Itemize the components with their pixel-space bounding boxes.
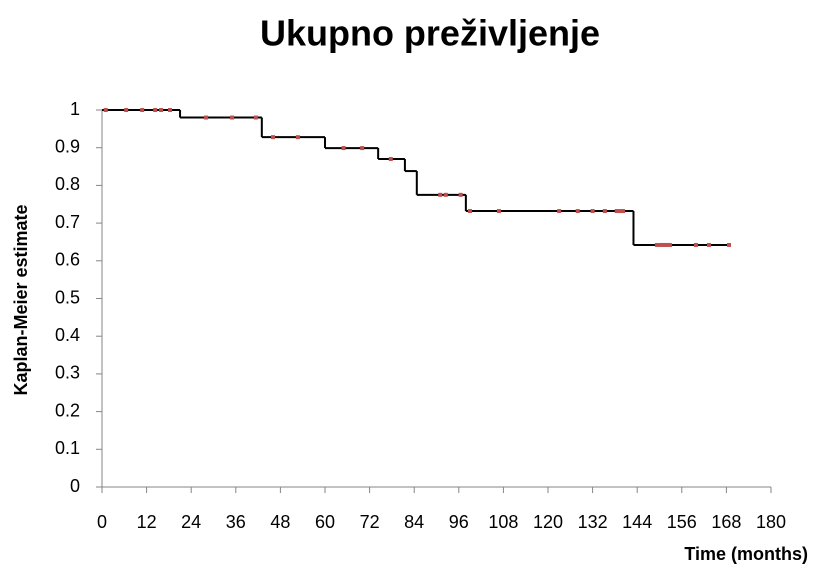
censored-mark: [388, 157, 393, 162]
censored-mark: [159, 108, 164, 112]
censored-mark: [360, 146, 365, 151]
censored-mark: [661, 242, 666, 247]
x-tick-label: 60: [315, 512, 335, 532]
y-tick-label: 1: [70, 99, 80, 119]
censored-mark: [153, 108, 158, 112]
x-tick-label: 120: [533, 512, 563, 532]
censored-mark: [621, 209, 626, 214]
y-tick-label: 0.3: [55, 363, 80, 383]
censored-mark: [727, 242, 732, 247]
y-tick-label: 0.4: [55, 325, 80, 345]
censored-mark: [706, 242, 711, 247]
censored-mark: [341, 146, 346, 151]
y-tick-label: 0: [70, 476, 80, 496]
x-tick-label: 0: [97, 512, 107, 532]
x-tick-label: 96: [449, 512, 469, 532]
censored-mark: [654, 242, 659, 247]
censored-mark: [602, 209, 607, 214]
x-tick-label: 108: [488, 512, 518, 532]
censored-mark: [664, 242, 669, 247]
y-tick-label: 0.7: [55, 212, 80, 232]
x-tick-label: 132: [578, 512, 608, 532]
censored-mark: [140, 108, 145, 112]
censored-mark: [557, 209, 562, 214]
x-tick-label: 24: [181, 512, 201, 532]
censored-mark: [438, 192, 443, 197]
censored-mark: [204, 115, 209, 120]
x-tick-label: 180: [756, 512, 786, 532]
censored-mark: [467, 209, 472, 214]
censored-mark: [618, 209, 623, 214]
x-axis-title: Time (months): [684, 544, 808, 564]
x-tick-label: 48: [270, 512, 290, 532]
y-tick-label: 0.9: [55, 136, 80, 156]
censored-mark: [496, 209, 501, 214]
x-tick-label: 168: [711, 512, 741, 532]
censored-mark: [614, 209, 619, 214]
y-tick-label: 0.5: [55, 287, 80, 307]
x-tick-label: 36: [226, 512, 246, 532]
censored-mark: [253, 115, 258, 120]
censored-mark: [295, 135, 300, 140]
y-tick-label: 0.6: [55, 250, 80, 270]
x-tick-label: 144: [622, 512, 652, 532]
censored-mark: [458, 192, 463, 197]
y-axis-title: Kaplan-Meier estimate: [11, 204, 31, 395]
censored-mark: [658, 242, 663, 247]
censored-mark: [168, 108, 173, 112]
censored-mark: [443, 192, 448, 197]
censored-mark: [667, 242, 672, 247]
censored-mark: [590, 209, 595, 214]
censored-mark: [270, 135, 275, 140]
y-tick-label: 0.2: [55, 400, 80, 420]
censored-mark: [124, 108, 129, 112]
y-tick-label: 0.1: [55, 438, 80, 458]
censored-mark: [230, 115, 235, 120]
censored-mark: [575, 209, 580, 214]
chart-title: Ukupno preživljenje: [260, 13, 600, 54]
x-tick-label: 72: [360, 512, 380, 532]
censored-mark: [103, 108, 108, 112]
x-tick-label: 84: [404, 512, 424, 532]
x-tick-label: 156: [667, 512, 697, 532]
x-tick-label: 12: [137, 512, 157, 532]
y-tick-label: 0.8: [55, 174, 80, 194]
censored-mark: [693, 242, 698, 247]
